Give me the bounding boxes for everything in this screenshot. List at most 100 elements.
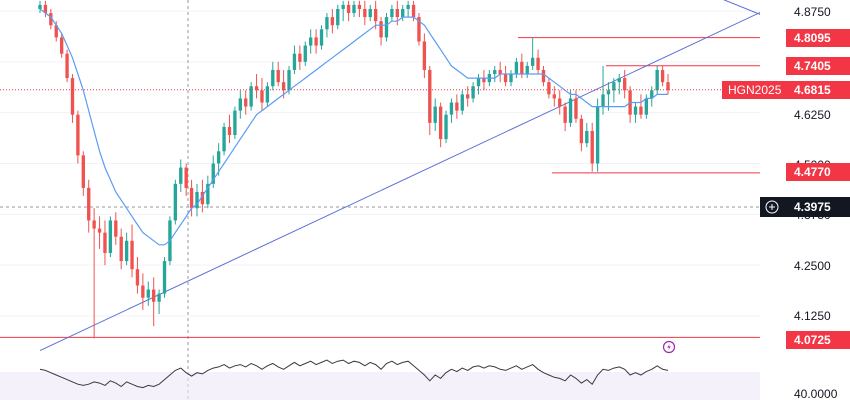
candle-body — [162, 261, 167, 294]
candle-body — [493, 69, 497, 75]
candle-body — [568, 98, 573, 123]
candle — [81, 151, 85, 197]
trendline — [39, 0, 788, 352]
trendlines — [39, 0, 850, 352]
candle — [336, 4, 340, 30]
candle-body — [43, 4, 48, 14]
candle — [222, 122, 226, 156]
candle-body — [623, 78, 627, 91]
candle — [563, 102, 567, 131]
current-price-tag-background — [786, 81, 850, 99]
candle-body — [449, 102, 454, 115]
candle — [476, 74, 481, 95]
candle — [341, 0, 345, 22]
candle — [92, 208, 96, 339]
candle — [574, 90, 578, 123]
candle-body — [406, 4, 410, 9]
candle — [260, 78, 264, 111]
candle-body — [536, 57, 540, 70]
candle — [173, 179, 178, 225]
crosshair-price-tag-background — [760, 197, 850, 217]
level-tag-value: 4.7405 — [794, 59, 831, 73]
candle — [363, 0, 367, 26]
candle — [124, 232, 129, 266]
candle-body — [363, 8, 367, 18]
candle-body — [265, 86, 270, 103]
candle — [509, 69, 513, 87]
candle-body — [325, 17, 329, 30]
candle — [460, 90, 464, 115]
candle — [119, 228, 123, 270]
candle — [623, 69, 627, 99]
candle-body — [92, 220, 96, 229]
candle — [547, 78, 551, 99]
candle — [352, 0, 356, 18]
crosshair-price-value: 4.3975 — [794, 200, 831, 214]
candle — [514, 57, 519, 79]
candle-body — [433, 106, 437, 123]
candle — [438, 102, 443, 148]
crosshair-price-tag: 4.3975 — [760, 197, 850, 217]
candle — [633, 102, 638, 123]
candle-body — [254, 86, 259, 91]
candle — [482, 69, 486, 91]
candle-body — [401, 8, 405, 18]
candle-body — [525, 65, 529, 75]
candle-body — [547, 82, 551, 95]
candle — [595, 98, 600, 172]
candle-body — [200, 191, 205, 205]
candle — [422, 33, 427, 79]
alert-icon[interactable] — [662, 340, 676, 354]
candle — [390, 4, 394, 22]
candle — [379, 17, 383, 46]
candle-body — [119, 236, 123, 262]
candle-body — [146, 289, 150, 298]
candle — [493, 65, 497, 83]
candle-body — [373, 8, 378, 22]
candle-body — [157, 293, 161, 302]
candle — [579, 114, 584, 152]
candle-body — [222, 126, 226, 152]
candle-body — [368, 8, 372, 18]
candle — [233, 106, 237, 140]
candle — [189, 179, 194, 217]
candle-body — [87, 187, 91, 221]
candle — [558, 90, 562, 115]
candle-body — [509, 74, 513, 83]
candle — [525, 61, 529, 79]
candle-body — [346, 4, 351, 14]
candle — [206, 175, 210, 209]
candle-body — [612, 82, 616, 91]
candle — [179, 159, 183, 192]
candle-body — [195, 191, 199, 209]
candle-body — [352, 4, 356, 14]
candle-body — [227, 126, 232, 136]
candle-body — [81, 155, 85, 188]
current-price-tag: HGN2025 4.6815 — [722, 81, 850, 99]
candle — [368, 4, 372, 22]
price-tick-label: 4.2500 — [794, 259, 831, 273]
candle-body — [444, 114, 448, 140]
candle-body — [639, 106, 643, 115]
candle-body — [417, 17, 421, 42]
candle-body — [141, 285, 145, 298]
candle — [428, 65, 432, 136]
candle-body — [633, 106, 638, 115]
level-tag-4.8095: 4.8095 — [786, 29, 850, 47]
candle — [357, 0, 362, 18]
price-axis[interactable]: 4.8750 4.6250 4.5000 4.3750 4.2500 4.125… — [722, 0, 850, 400]
add-alert-plus-icon[interactable] — [765, 200, 779, 214]
alert-icon-bolt — [667, 343, 671, 351]
candle — [606, 82, 611, 111]
candle-body — [585, 130, 589, 144]
candle — [503, 65, 508, 87]
candle — [59, 33, 64, 58]
rsi-tick-label: 40.0000 — [794, 387, 838, 400]
candle — [87, 179, 91, 233]
candle — [617, 74, 621, 95]
candle — [401, 4, 405, 22]
candle-body — [601, 94, 605, 107]
candle — [162, 257, 167, 298]
candle-body — [655, 69, 659, 91]
